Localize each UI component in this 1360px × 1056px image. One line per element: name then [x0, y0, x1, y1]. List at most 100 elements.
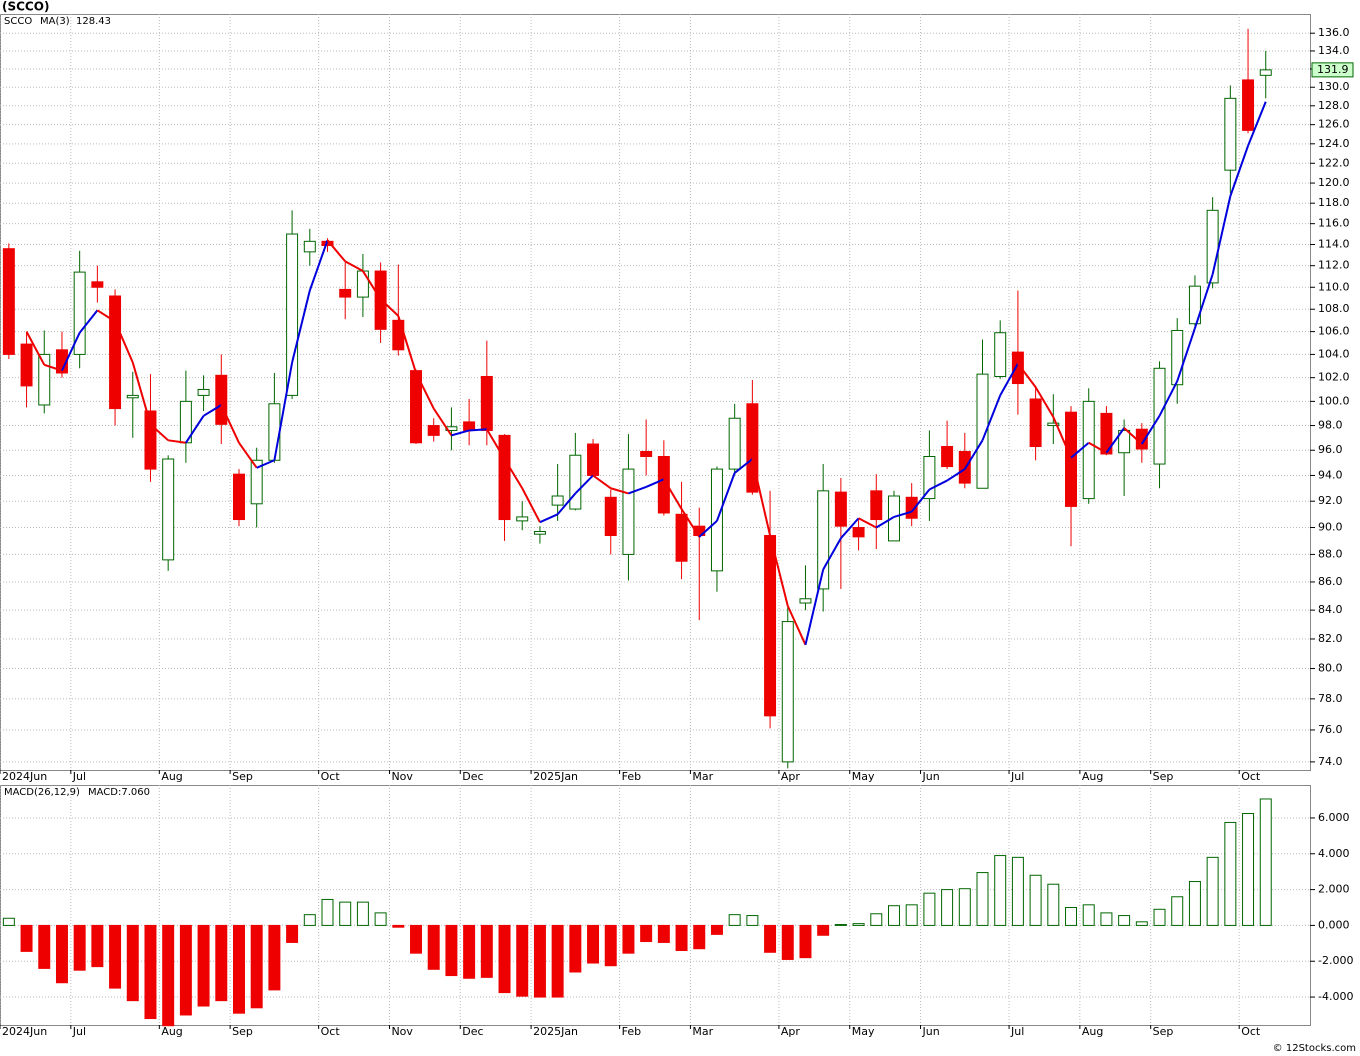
- y-tick-label: 74.0: [1318, 755, 1343, 768]
- x-tick-label: Sep: [232, 1025, 253, 1038]
- candle-body: [533, 531, 546, 535]
- y-tick-label: 100.0: [1318, 394, 1350, 407]
- y-tick-label: 96.0: [1318, 443, 1343, 456]
- candle-body: [162, 458, 175, 561]
- macd-bar: [480, 924, 493, 978]
- ma-line-segment: [574, 474, 594, 495]
- ma-line-segment: [397, 315, 417, 374]
- macd-bar: [303, 914, 316, 926]
- ma-line-segment: [716, 472, 736, 522]
- macd-bar: [144, 924, 157, 1020]
- ma-line-segment: [1247, 101, 1267, 147]
- macd-bar: [976, 872, 989, 926]
- x-tick-label: 2025Jan: [533, 770, 578, 783]
- candle-body: [1224, 97, 1237, 171]
- candle-body: [569, 454, 582, 510]
- ma-line-segment: [680, 508, 701, 538]
- candle-body: [852, 527, 865, 538]
- ma-line-segment: [344, 260, 364, 272]
- y-tick-label: 86.0: [1318, 575, 1343, 588]
- macd-bar: [1065, 907, 1078, 926]
- ma-line-segment: [769, 535, 789, 607]
- macd-bar: [1188, 881, 1201, 926]
- macd-bar: [1118, 915, 1131, 926]
- candle-body: [1188, 285, 1201, 325]
- macd-bar: [339, 901, 352, 926]
- candle-body: [799, 598, 812, 604]
- macd-bar: [746, 915, 759, 926]
- candle-body: [1047, 422, 1060, 427]
- ma-line-segment: [238, 442, 258, 469]
- macd-bar: [852, 923, 865, 926]
- ma-line-segment: [168, 439, 187, 444]
- y-tick-label: 78.0: [1318, 692, 1343, 705]
- ma-line-segment: [96, 309, 116, 323]
- macd-bar: [551, 924, 564, 998]
- candle-body: [781, 621, 794, 763]
- ma-line-segment: [415, 372, 435, 410]
- ma-line-segment: [1140, 415, 1161, 445]
- candle-body: [905, 496, 918, 519]
- x-tick-label: Sep: [232, 770, 253, 783]
- macd-bar: [693, 924, 706, 950]
- candle-body: [2, 248, 15, 355]
- candle-body: [126, 394, 139, 399]
- candle-body: [817, 490, 830, 590]
- candle-body: [1259, 69, 1272, 76]
- macd-bar: [870, 913, 883, 926]
- ma-line-segment: [1193, 273, 1214, 329]
- y-tick-label: 90.0: [1318, 521, 1343, 534]
- footer: © 12Stocks.com: [1273, 1043, 1356, 1054]
- candle-body: [197, 388, 210, 396]
- x-tick-label: Dec: [462, 770, 483, 783]
- y-tick-label: 116.0: [1318, 217, 1350, 230]
- macd-bar: [781, 924, 794, 960]
- y-tick-label: 80.0: [1318, 662, 1343, 675]
- macd-bar: [1171, 896, 1184, 926]
- macd-bar: [232, 924, 245, 1014]
- candle-body: [941, 446, 954, 468]
- x-tick-label: 2024Jun: [2, 770, 47, 783]
- legend-value: 128.43: [76, 16, 111, 27]
- y-tick-label: 114.0: [1318, 237, 1350, 250]
- x-tick-label: Jul: [72, 1025, 86, 1038]
- ma-line-segment: [149, 423, 169, 442]
- macd-bar: [73, 924, 86, 971]
- macd-bar: [498, 924, 511, 994]
- candle-body: [587, 443, 600, 476]
- x-tick-label: Oct: [1241, 770, 1261, 783]
- ma-line-segment: [734, 458, 753, 474]
- macd-bar: [445, 924, 458, 977]
- candle-body: [144, 410, 157, 470]
- legend-series: MA(3): [40, 16, 70, 27]
- macd-bar: [1135, 921, 1148, 926]
- ma-line-segment: [751, 458, 772, 536]
- ma-line-segment: [291, 290, 311, 363]
- macd-bar: [55, 924, 68, 984]
- ma-line-segment: [273, 362, 294, 461]
- y-tick-label: 108.0: [1318, 302, 1350, 315]
- ma-line-segment: [469, 428, 487, 432]
- x-tick-label: Jun: [922, 1025, 940, 1038]
- ma-line-segment: [43, 363, 63, 372]
- macd-bar: [91, 924, 104, 968]
- macd-bar: [604, 924, 617, 967]
- ma-line-segment: [893, 510, 912, 518]
- ma-line-segment: [61, 332, 81, 372]
- x-tick-label: Sep: [1153, 1025, 1174, 1038]
- candle-body: [976, 373, 989, 489]
- candle-body: [622, 468, 635, 555]
- y-tick-label: 122.0: [1318, 156, 1350, 169]
- page-title: (SCCO): [2, 0, 49, 14]
- y-tick-label: 6.000: [1318, 811, 1350, 824]
- y-tick-label: 88.0: [1318, 547, 1343, 560]
- panel-name: MACD(26,12,9): [4, 787, 80, 798]
- candle-body: [286, 233, 299, 396]
- last-price-box: [1311, 62, 1354, 78]
- candle-body: [516, 516, 529, 522]
- candle-body: [55, 349, 68, 374]
- panel-legend: MACD:7.060: [88, 787, 150, 798]
- macd-bar: [1206, 856, 1219, 926]
- ma-line-segment: [203, 404, 222, 417]
- x-tick-label: Oct: [321, 770, 341, 783]
